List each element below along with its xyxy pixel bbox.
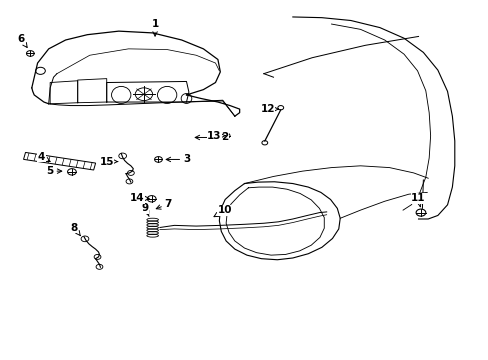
Text: 14: 14 [130, 193, 149, 203]
Text: 5: 5 [46, 166, 61, 176]
Text: 11: 11 [410, 193, 425, 207]
Text: 2: 2 [195, 132, 228, 143]
Text: 8: 8 [71, 223, 80, 236]
Text: 6: 6 [18, 34, 27, 48]
Text: 3: 3 [166, 154, 190, 165]
Text: 12: 12 [260, 104, 278, 114]
Text: 1: 1 [151, 19, 159, 36]
Text: 7: 7 [156, 199, 171, 209]
Text: 9: 9 [142, 203, 149, 216]
Text: 13: 13 [207, 131, 225, 141]
Text: 15: 15 [99, 157, 117, 167]
Text: 4: 4 [38, 152, 50, 162]
Text: 10: 10 [214, 205, 232, 217]
